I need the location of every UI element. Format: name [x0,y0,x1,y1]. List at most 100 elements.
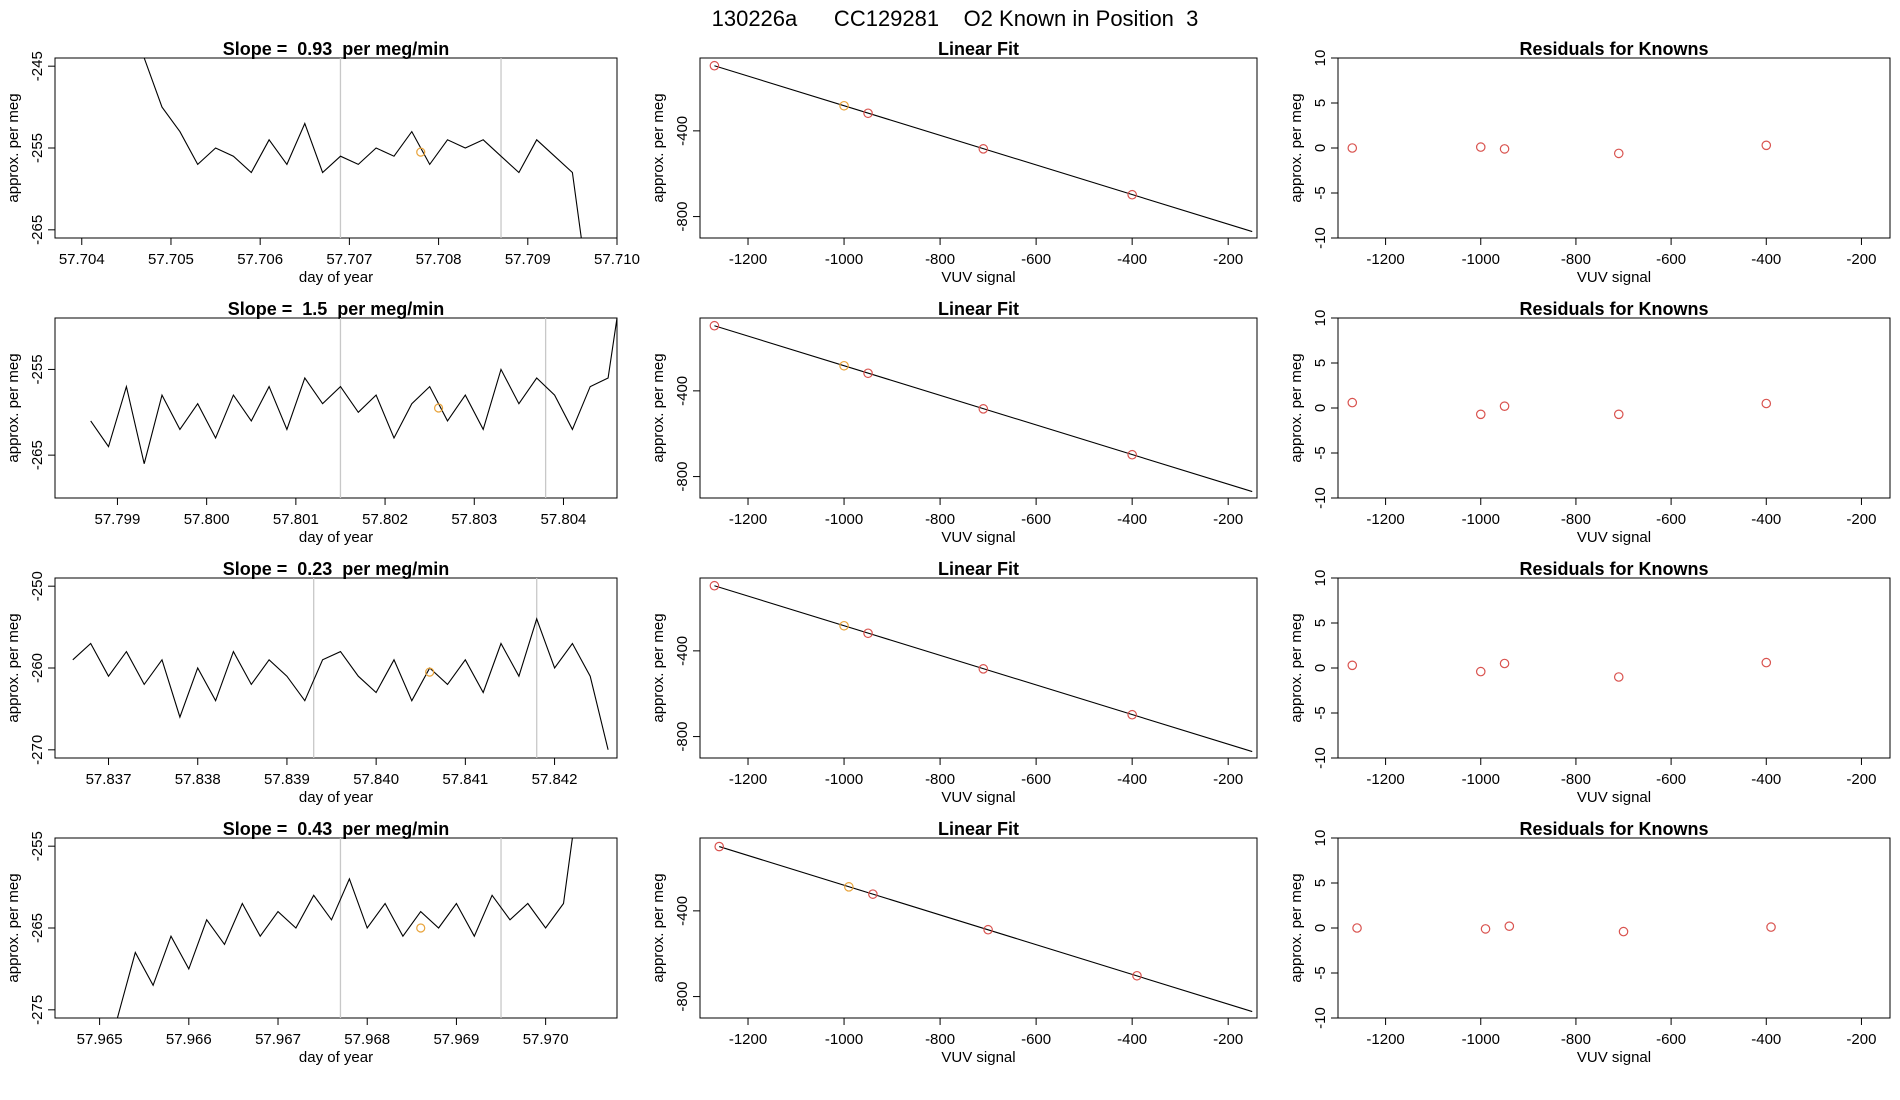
x-tick-label: -600 [1656,511,1686,528]
chart-panel-10: Slope = 0.43 per meg/min 57.965 57.966 57.9… [5,819,618,1066]
signal-trace [116,838,573,1018]
x-tick-label: -1000 [825,251,863,268]
known-marker [425,667,435,677]
data-point [1475,666,1486,677]
x-tick-label: -1000 [825,1031,863,1048]
x-tick-label: -400 [1117,771,1147,788]
x-tick-label: -200 [1846,251,1876,268]
y-axis-label: approx. per meg [650,873,667,982]
y-tick-label: 10 [1312,310,1329,327]
y-tick-label: -800 [674,982,691,1012]
y-tick-label: 10 [1312,570,1329,587]
x-tick-label: 57.799 [94,511,140,528]
data-point [1761,657,1772,668]
plot-area [72,578,609,758]
data-point [1127,449,1137,460]
y-tick-label: -270 [29,735,46,765]
plot-area [1347,397,1772,420]
data-point [978,144,989,154]
page-title: 130226a CC129281 O2 Known in Position 3 [712,6,1199,31]
x-tick-label: 57.708 [416,251,462,268]
x-tick-label: -400 [1117,251,1147,268]
plot-area [143,58,582,238]
data-point [1475,409,1486,420]
x-tick-label: 57.969 [433,1031,479,1048]
data-point [709,60,720,71]
y-axis-label: approx. per meg [650,93,667,202]
x-axis-label: VUV signal [1577,269,1651,286]
x-axis-label: day of year [299,1049,373,1066]
y-tick-label: -800 [674,722,691,752]
plot-area [709,60,1253,233]
chart-title: Slope = 0.43 per meg/min [223,819,450,839]
y-tick-label: -255 [29,831,46,861]
x-axis-label: VUV signal [941,269,1015,286]
x-tick-label: -1200 [1366,511,1404,528]
y-tick-label: -265 [29,913,46,943]
y-axis-label: approx. per meg [5,93,22,202]
y-tick-label: 5 [1312,619,1329,627]
x-tick-label: 57.804 [541,511,587,528]
y-tick-label: -10 [1312,227,1329,249]
data-point [868,889,878,899]
chart-title: Slope = 0.93 per meg/min [223,39,450,59]
data-point [1618,926,1629,937]
data-point [1761,398,1772,409]
x-tick-label: -400 [1117,511,1147,528]
x-tick-label: -1000 [1462,771,1500,788]
y-tick-label: 0 [1312,144,1329,152]
chart-title: Residuals for Knowns [1519,299,1708,319]
data-point [714,841,725,852]
chart-panel-7: Slope = 0.23 per meg/min 57.837 57.838 57.8… [5,559,618,806]
x-tick-label: -800 [925,251,955,268]
data-point [983,924,993,935]
x-tick-label: 57.705 [148,251,194,268]
data-point [1761,140,1772,151]
chart-panel-1: Slope = 0.93 per meg/min 57.704 57.705 57.7… [5,39,640,286]
y-tick-label: -800 [674,202,691,232]
data-point [978,404,989,414]
fit-line [714,65,1253,233]
data-point [1499,658,1510,669]
plot-area [116,838,573,1018]
y-tick-label: -255 [29,133,46,163]
known-point [839,360,849,371]
y-axis-label: approx. per meg [1288,353,1305,462]
y-axis-label: approx. per meg [1288,93,1305,202]
fit-line [714,325,1253,493]
y-tick-label: -275 [29,995,46,1025]
chart-panel-9: Residuals for Knowns -1200 -1000 -800 -600 -4… [1288,559,1891,806]
x-tick-label: -200 [1846,1031,1876,1048]
y-tick-label: 5 [1312,359,1329,367]
x-tick-label: -400 [1751,771,1781,788]
data-point [1352,923,1362,933]
x-tick-label: 57.800 [184,511,230,528]
plot-area [709,580,1253,753]
y-tick-label: -400 [674,376,691,406]
y-tick-label: -265 [29,215,46,245]
x-tick-label: -200 [1213,771,1243,788]
known-marker [416,923,426,933]
plot-frame [699,577,1258,759]
x-tick-label: -800 [925,1031,955,1048]
chart-panel-3: Residuals for Knowns -1200 -1000 -800 -600 -4… [1288,39,1891,286]
data-point [1127,709,1137,720]
data-point [709,320,720,331]
x-tick-label: -200 [1846,771,1876,788]
y-tick-label: -10 [1312,747,1329,769]
x-tick-label: -600 [1656,251,1686,268]
chart-title: Linear Fit [938,299,1019,319]
plot-area [1347,657,1772,682]
chart-panel-8: Linear Fit -1200 -1000 -800 -600 -400 -200 -400… [650,559,1258,806]
y-tick-label: 5 [1312,99,1329,107]
x-tick-label: -200 [1213,251,1243,268]
data-point [1347,143,1358,153]
x-tick-label: -600 [1021,251,1051,268]
x-tick-label: -800 [925,771,955,788]
y-tick-label: -250 [29,571,46,601]
data-point [1766,922,1776,932]
x-tick-label: -1000 [1462,1031,1500,1048]
x-axis-label: VUV signal [1577,1049,1651,1066]
x-tick-label: -1200 [729,771,767,788]
